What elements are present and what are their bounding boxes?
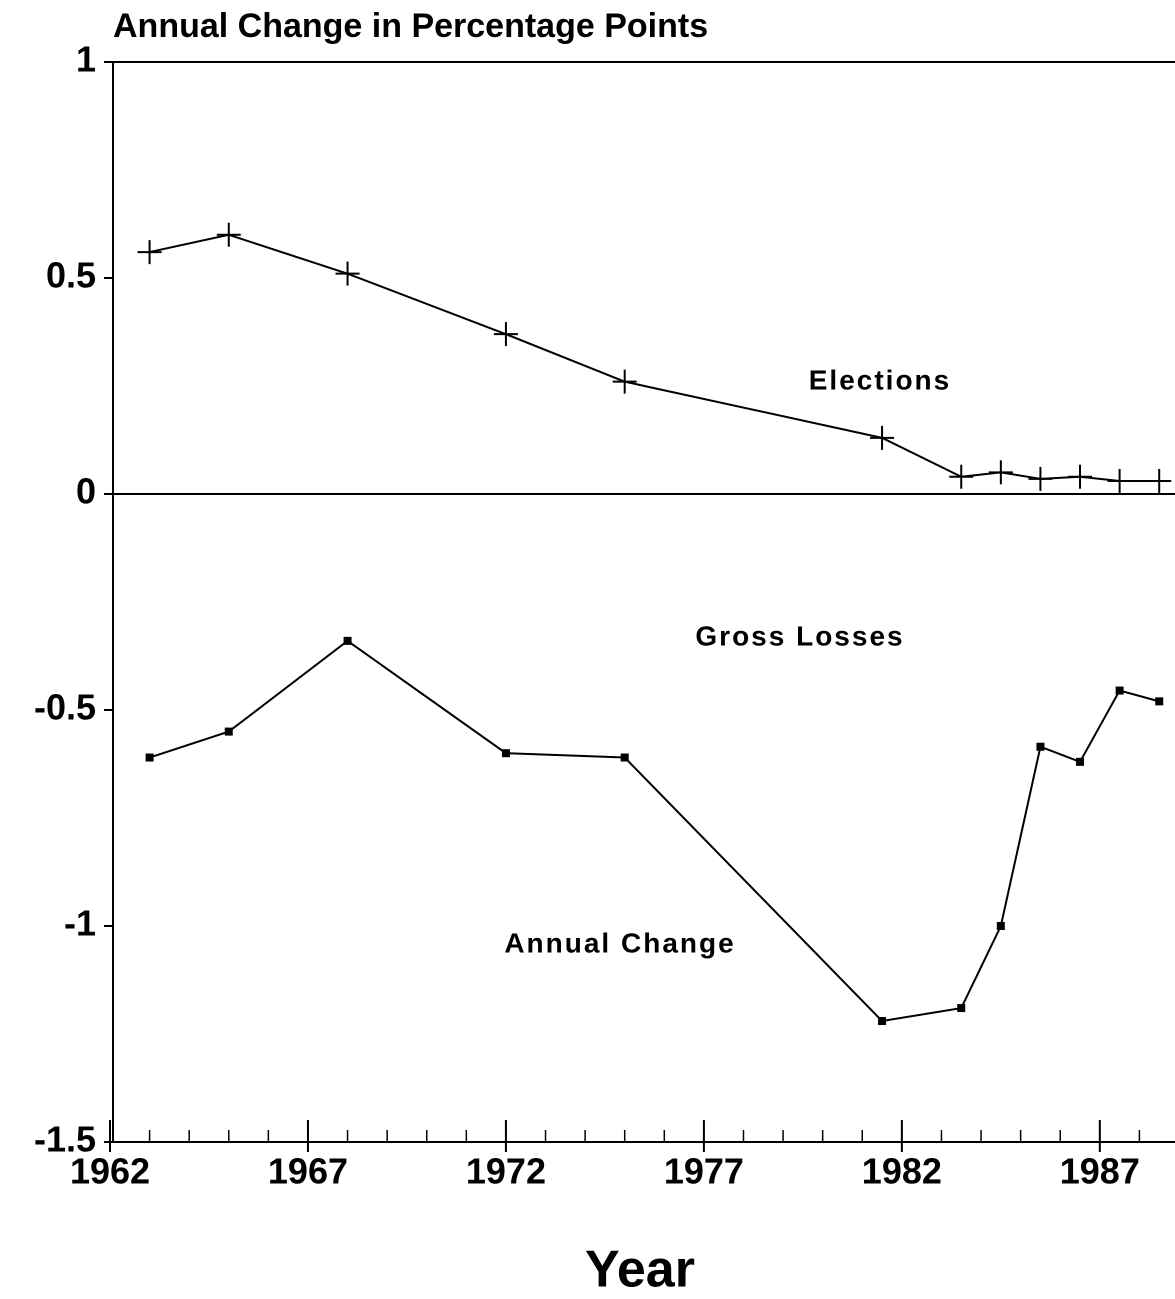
x-tick-label: 1987	[1060, 1151, 1140, 1192]
marker	[343, 636, 352, 645]
y-tick-label: 1	[76, 39, 96, 80]
marker	[1068, 464, 1093, 489]
marker	[137, 240, 162, 265]
y-tick-label: -1.5	[34, 1119, 96, 1160]
marker	[1147, 469, 1172, 494]
marker	[335, 261, 360, 286]
y-tick-label: -1	[64, 903, 96, 944]
marker	[957, 1004, 966, 1013]
marker	[620, 753, 629, 762]
marker	[501, 749, 510, 758]
chart-title: Annual Change in Percentage Points	[113, 7, 708, 45]
series-line	[149, 639, 1160, 1023]
marker	[1107, 469, 1132, 494]
marker	[493, 322, 518, 347]
x-axis-label: Year	[585, 1241, 695, 1299]
marker	[988, 460, 1013, 485]
series-label: Elections	[809, 364, 951, 395]
x-tick-label: 1982	[862, 1151, 942, 1192]
marker	[1036, 742, 1045, 751]
x-tick-label: 1962	[70, 1151, 150, 1192]
annotation: Gross Losses	[695, 620, 904, 651]
marker	[878, 1017, 887, 1026]
marker	[1155, 697, 1164, 706]
y-tick-label: -0.5	[34, 687, 96, 728]
marker	[1115, 686, 1124, 695]
marker	[1028, 466, 1053, 491]
x-tick-label: 1972	[466, 1151, 546, 1192]
marker	[224, 727, 233, 736]
y-tick-label: 0.5	[46, 255, 96, 296]
series-line	[149, 233, 1160, 483]
y-tick-label: 0	[76, 471, 96, 512]
marker	[1076, 757, 1085, 766]
marker	[145, 753, 154, 762]
marker	[870, 425, 895, 450]
x-tick-label: 1967	[268, 1151, 348, 1192]
marker	[949, 464, 974, 489]
series-label: Annual Change	[504, 927, 735, 958]
marker	[996, 922, 1005, 930]
marker	[612, 369, 637, 394]
marker	[216, 222, 241, 247]
x-tick-label: 1977	[664, 1151, 744, 1192]
